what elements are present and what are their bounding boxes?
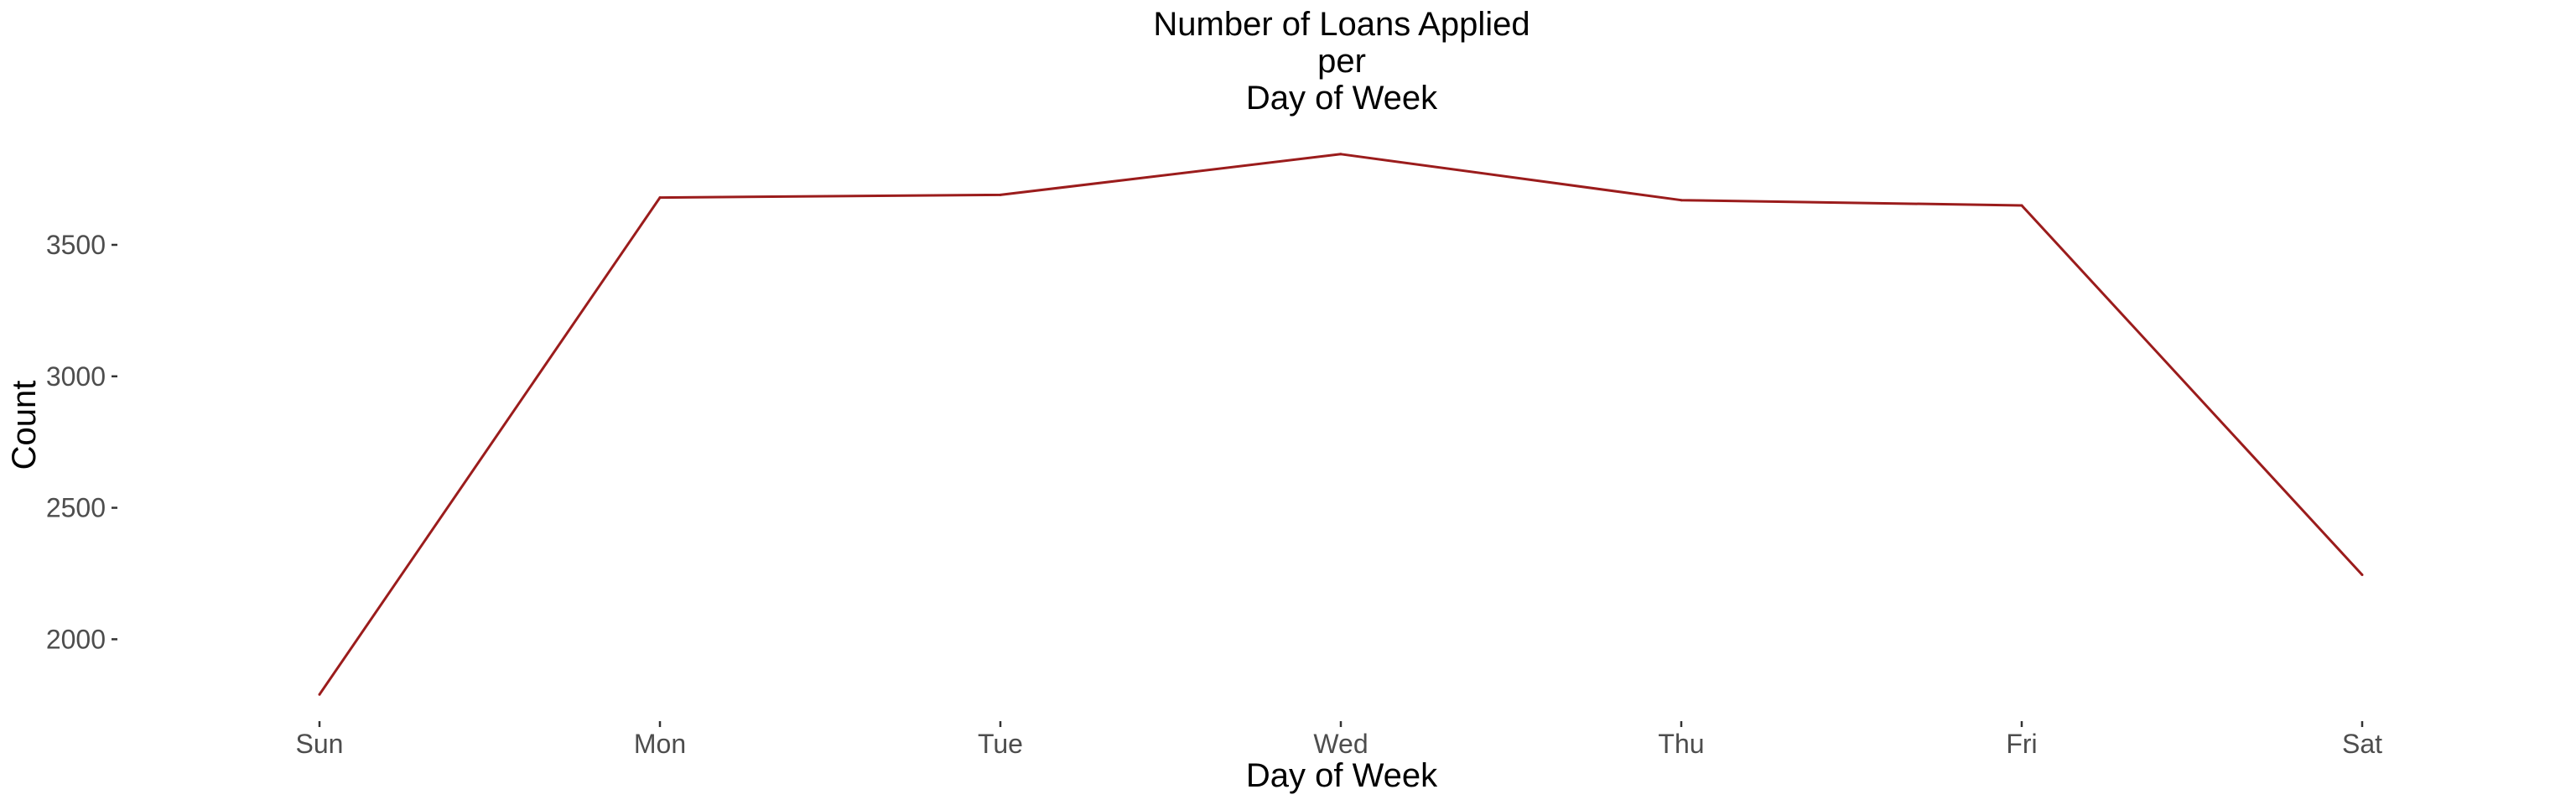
y-tick-label-3000: 3000 [46,361,106,392]
data-point-wed [1340,153,1343,155]
y-axis-title: Count [6,381,43,470]
data-point-sun [319,693,321,696]
x-tick-label-sun: Sun [296,729,344,759]
x-tick-label-sat: Sat [2342,729,2382,759]
x-axis-title: Day of Week [1246,757,1438,794]
data-point-thu [1680,199,1683,201]
x-tick-label-wed: Wed [1313,729,1368,759]
y-tick-label-2500: 2500 [46,493,106,523]
x-tick-label-mon: Mon [634,729,686,759]
y-tick-label-2000: 2000 [46,624,106,654]
y-tick-label-3500: 3500 [46,230,106,260]
data-point-fri [2021,205,2023,207]
x-axis: Sun Mon Tue Wed Thu Fri Sat [296,721,2383,759]
series-line-0 [319,154,2362,694]
chart-title-line-2: per [1317,43,1366,80]
y-axis: 2000 2500 3000 3500 [46,230,117,654]
plot-series [319,153,2364,695]
x-tick-label-thu: Thu [1658,729,1704,759]
data-point-sat [2361,574,2364,576]
chart-title-line-3: Day of Week [1246,80,1438,117]
data-point-mon [659,196,662,199]
chart-title-line-1: Number of Loans Applied [1153,6,1530,43]
x-tick-label-tue: Tue [978,729,1023,759]
data-point-tue [1000,194,1002,196]
chart-title: Number of Loans Applied per Day of Week [1153,6,1530,117]
x-tick-label-fri: Fri [2006,729,2037,759]
